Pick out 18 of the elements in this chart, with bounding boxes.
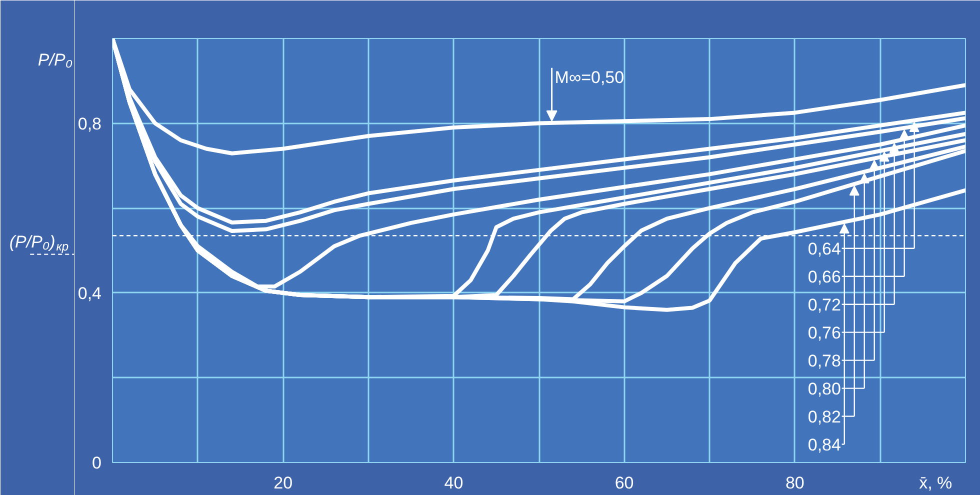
legend-label: 0,72 (808, 295, 841, 314)
legend-label: 0,64 (808, 239, 841, 258)
legend-label: 0,84 (808, 435, 841, 454)
legend-label: 0,76 (808, 323, 841, 342)
x-tick-label: 60 (614, 474, 634, 492)
x-tick-label: 80 (785, 474, 804, 492)
legend-label: 0,80 (808, 379, 841, 398)
text: M∞=0,50 (554, 68, 624, 87)
x-axis-title: x̄, % (919, 474, 952, 492)
y-axis-title: P/P₀ (38, 50, 73, 70)
y-tick-label: 0,8 (78, 114, 102, 134)
legend-label: 0,66 (808, 267, 841, 286)
legend-label: 0,82 (808, 407, 841, 426)
x-tick-label: 40 (444, 474, 464, 492)
y-tick-label: 0 (92, 454, 102, 472)
y-tick-label: 0,4 (78, 284, 102, 303)
legend-label: 0,78 (808, 351, 841, 370)
x-tick-label: 20 (274, 474, 293, 492)
